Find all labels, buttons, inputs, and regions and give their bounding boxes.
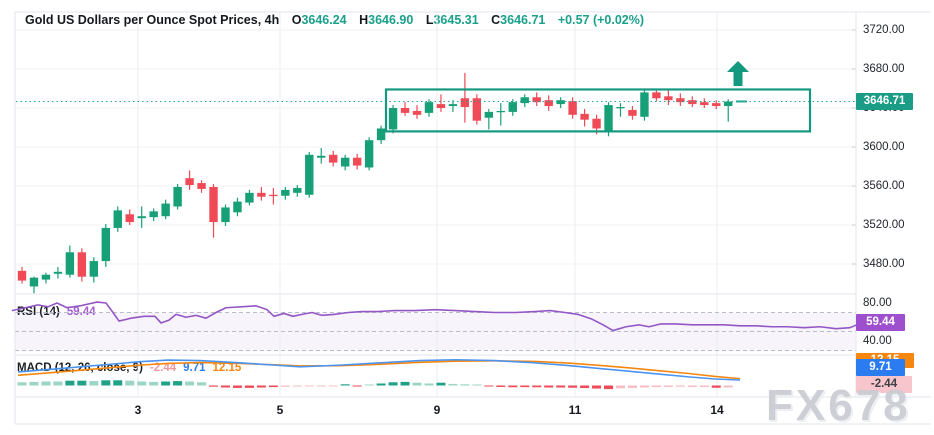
rsi-label-row: RSI (14) 59.44 <box>17 306 103 318</box>
rsi-value-badge: 59.44 <box>856 314 905 331</box>
price-axis-label: 3480.00 <box>863 258 905 270</box>
price-axis-label: 3600.00 <box>863 141 905 153</box>
open-value: 3646.24 <box>301 13 347 27</box>
price-axis-label: 3720.00 <box>863 24 905 36</box>
current-price-badge: 3646.71 <box>856 93 913 110</box>
low-value: 3645.31 <box>433 13 479 27</box>
macd-signal-value: 12.15 <box>212 362 242 374</box>
rsi-label: RSI (14) <box>17 306 60 318</box>
price-axis-label: 3520.00 <box>863 219 905 231</box>
main-price-pane[interactable] <box>15 12 856 294</box>
low-label: L <box>425 13 434 27</box>
close-label: C <box>491 13 501 27</box>
time-axis-label: 3 <box>134 403 142 417</box>
macd-line-badge: 9.71 <box>856 359 905 376</box>
price-axis-label: 3680.00 <box>863 63 905 75</box>
time-axis-label: 11 <box>568 403 582 417</box>
watermark: FX678 <box>766 381 911 430</box>
macd-histogram-badge: -2.44 <box>856 376 912 393</box>
time-axis-label: 5 <box>276 403 284 417</box>
high-value: 3646.90 <box>368 13 414 27</box>
macd-line-value: 9.71 <box>183 362 206 374</box>
price-axis-label: 3560.00 <box>863 180 905 192</box>
time-axis-label: 9 <box>433 403 441 417</box>
macd-label: MACD (12, 26, close, 9) <box>17 362 143 374</box>
rsi-value: 59.44 <box>66 306 96 318</box>
chart-title-row: Gold US Dollars per Ounce Spot Prices, 4… <box>25 13 644 27</box>
rsi-axis-label: 40.00 <box>863 335 892 347</box>
close-value: 3646.71 <box>500 13 546 27</box>
time-axis-label: 14 <box>710 403 724 417</box>
macd-histogram-value: -2.44 <box>149 362 177 374</box>
rsi-axis-label: 80.00 <box>863 297 892 309</box>
symbol-title: Gold US Dollars per Ounce Spot Prices, 4… <box>25 13 280 27</box>
macd-label-row: MACD (12, 26, close, 9) -2.44 9.71 12.15 <box>17 362 248 374</box>
rsi-pane[interactable] <box>15 294 856 355</box>
high-label: H <box>359 13 369 27</box>
open-label: O <box>291 13 302 27</box>
change-value: +0.57 (+0.02%) <box>557 13 645 27</box>
